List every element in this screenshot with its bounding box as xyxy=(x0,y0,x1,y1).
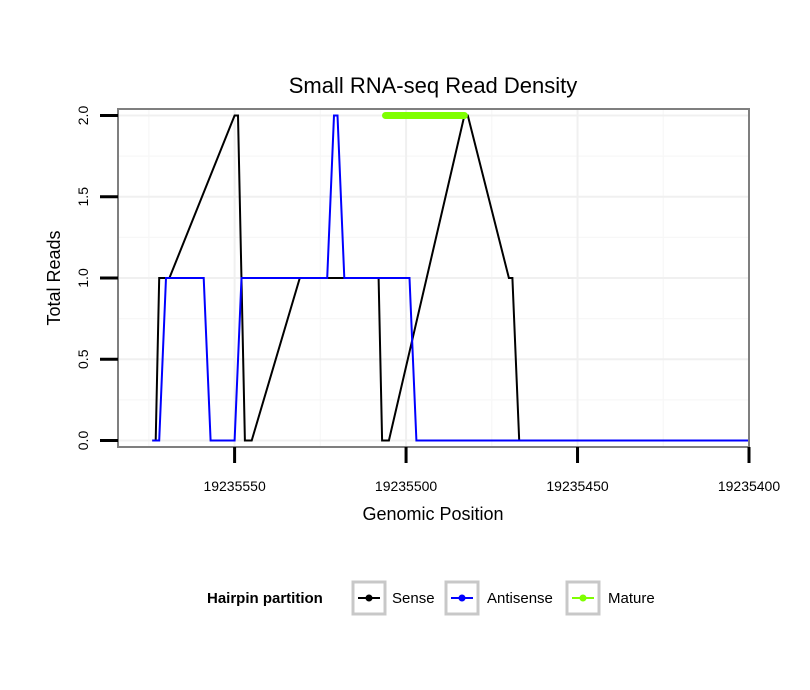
y-tick-label: 1.0 xyxy=(75,268,91,288)
x-tick-label: 19235400 xyxy=(718,478,781,494)
x-tick-label: 19235500 xyxy=(375,478,438,494)
legend-key-point xyxy=(365,594,373,602)
legend-item-mature: Mature xyxy=(565,580,655,616)
x-tick-label: 19235450 xyxy=(546,478,609,494)
chart-title: Small RNA-seq Read Density xyxy=(289,73,578,98)
legend-label: Sense xyxy=(392,590,435,607)
y-tick-label: 1.5 xyxy=(75,187,91,207)
legend: Hairpin partition Sense Antisense Mature xyxy=(207,580,655,616)
axes: 19235550 19235500 19235450 19235400 0.0 0.5 1.… xyxy=(75,106,780,494)
y-tick-label: 2.0 xyxy=(75,106,91,126)
legend-item-antisense: Antisense xyxy=(444,580,553,616)
legend-title: Hairpin partition xyxy=(207,590,323,607)
legend-item-sense: Sense xyxy=(351,580,435,616)
y-tick-label: 0.5 xyxy=(75,349,91,369)
series-line-antisense xyxy=(152,114,749,442)
y-axis-title: Total Reads xyxy=(44,230,64,325)
y-tick-label: 0.0 xyxy=(75,431,91,451)
legend-key-point xyxy=(579,594,587,602)
series-layer xyxy=(152,112,749,442)
x-tick-label: 19235550 xyxy=(203,478,266,494)
legend-label: Antisense xyxy=(487,590,553,607)
legend-label: Mature xyxy=(608,590,655,607)
legend-key-point xyxy=(458,594,466,602)
x-axis-title: Genomic Position xyxy=(362,504,503,524)
